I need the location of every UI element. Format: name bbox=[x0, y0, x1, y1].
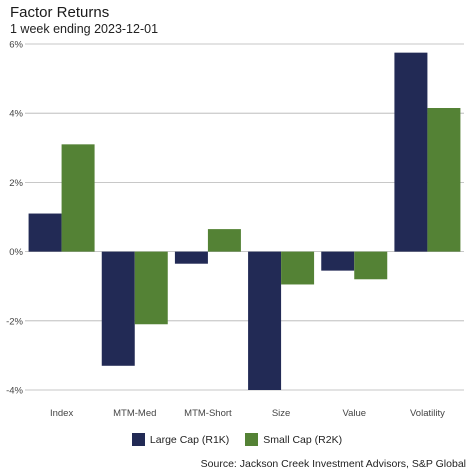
y-tick-label: -2% bbox=[6, 316, 23, 327]
bar-small-cap-size bbox=[281, 251, 315, 285]
bar-large-cap-value bbox=[321, 251, 355, 271]
legend-item-small-cap: Small Cap (R2K) bbox=[245, 433, 342, 446]
legend-swatch-small-cap bbox=[245, 433, 259, 446]
bar-large-cap-size bbox=[248, 251, 282, 390]
bar-small-cap-value bbox=[354, 251, 388, 280]
legend: Large Cap (R1K) Small Cap (R2K) bbox=[0, 433, 474, 446]
source-note: Source: Jackson Creek Investment Advisor… bbox=[200, 458, 466, 470]
y-tick-label: 0% bbox=[9, 247, 23, 258]
legend-label-large-cap: Large Cap (R1K) bbox=[149, 433, 230, 446]
bar-small-cap-index bbox=[61, 144, 95, 252]
x-tick-label: Size bbox=[272, 408, 290, 419]
bar-small-cap-mtm-med bbox=[134, 251, 168, 325]
x-tick-label: Volatility bbox=[410, 408, 445, 419]
chart-title: Factor Returns bbox=[10, 4, 110, 21]
bar-large-cap-volatility bbox=[394, 52, 428, 252]
y-tick-label: 4% bbox=[9, 109, 23, 120]
x-tick-label: MTM-Med bbox=[113, 408, 156, 419]
legend-swatch-large-cap bbox=[131, 433, 145, 446]
bar-large-cap-mtm-short bbox=[174, 251, 208, 264]
x-tick-label: MTM-Short bbox=[184, 408, 232, 419]
bar-large-cap-index bbox=[28, 213, 62, 252]
legend-label-small-cap: Small Cap (R2K) bbox=[263, 433, 343, 446]
x-tick-label: Index bbox=[50, 408, 73, 419]
bar-small-cap-mtm-short bbox=[207, 229, 241, 252]
y-tick-label: 2% bbox=[9, 178, 23, 189]
y-tick-label: -4% bbox=[6, 386, 23, 397]
bar-small-cap-volatility bbox=[427, 108, 461, 252]
y-tick-label: 6% bbox=[9, 40, 23, 51]
legend-item-large-cap: Large Cap (R1K) bbox=[131, 433, 230, 446]
x-tick-label: Value bbox=[342, 408, 366, 419]
bar-large-cap-mtm-med bbox=[101, 251, 135, 366]
chart-subtitle: 1 week ending 2023-12-01 bbox=[10, 22, 159, 36]
